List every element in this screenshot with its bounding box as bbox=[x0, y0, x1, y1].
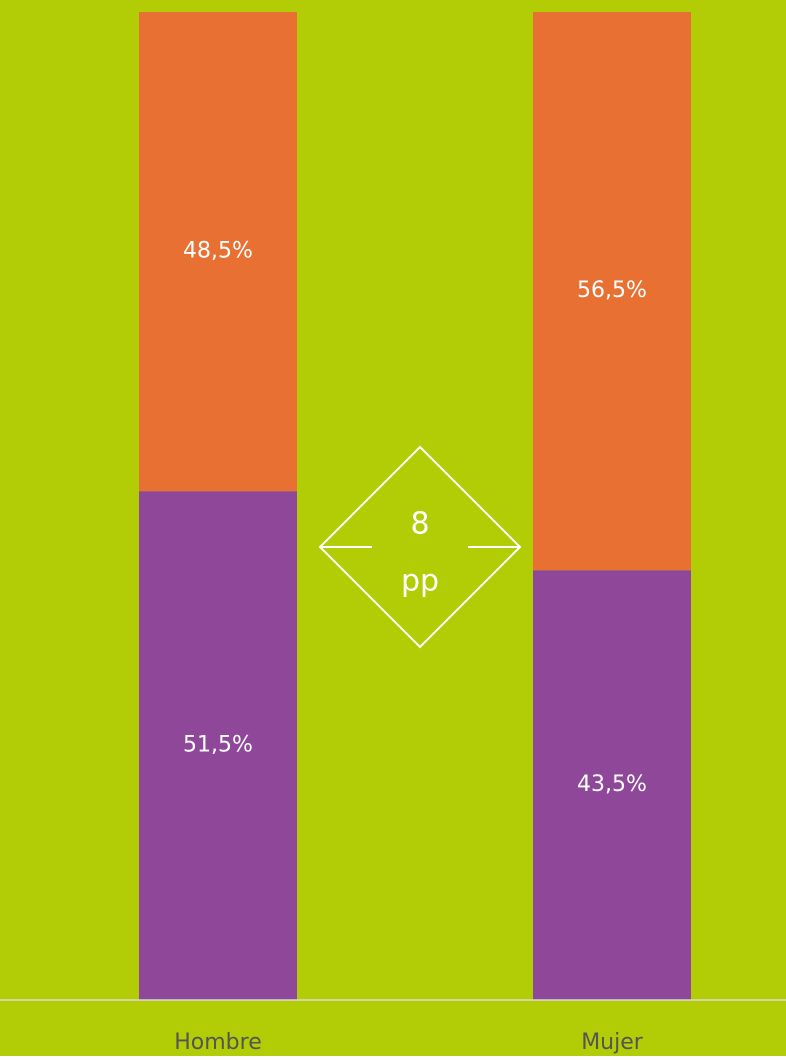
difference-annotation: 8 pp bbox=[318, 445, 522, 649]
x-tick-label: Mujer bbox=[581, 1030, 644, 1055]
annotation-text: 8 bbox=[410, 507, 429, 542]
value-label: 48,5% bbox=[183, 239, 253, 264]
diamond bbox=[318, 445, 522, 649]
bar-segment bbox=[533, 570, 691, 1000]
bar-segment bbox=[533, 12, 691, 571]
bar-segment bbox=[139, 12, 297, 492]
value-label: 56,5% bbox=[577, 278, 647, 303]
annotation-text: pp bbox=[401, 564, 439, 599]
value-label: 43,5% bbox=[577, 772, 647, 797]
bar-segment bbox=[139, 491, 297, 1000]
value-label: 51,5% bbox=[183, 733, 253, 758]
x-tick-label: Hombre bbox=[174, 1030, 262, 1055]
